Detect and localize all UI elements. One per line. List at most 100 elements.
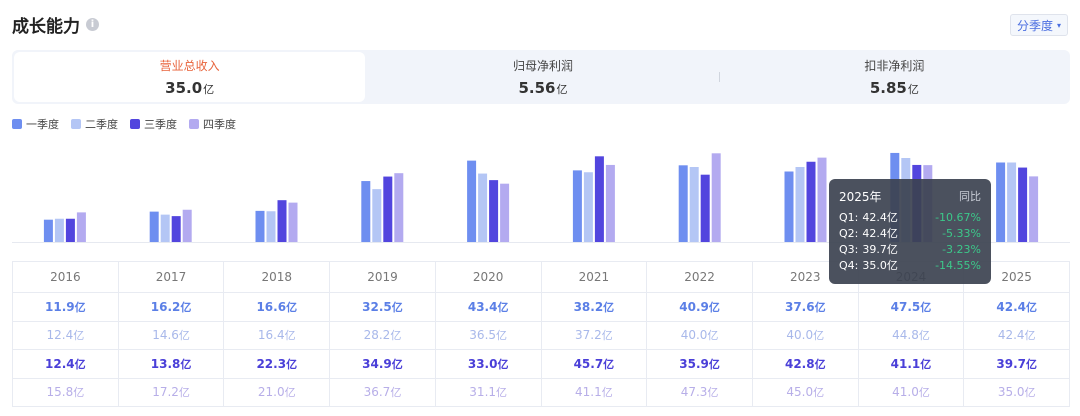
- legend-q3[interactable]: 三季度: [130, 116, 177, 132]
- table-cell: 36.7 亿: [329, 378, 435, 406]
- bar-2020-q1[interactable]: [467, 160, 477, 242]
- table-cell: 42.4 亿: [963, 321, 1069, 349]
- bar-2022-q3[interactable]: [700, 174, 710, 242]
- bar-2021-q2[interactable]: [583, 172, 593, 242]
- bar-2025-q1[interactable]: [996, 162, 1006, 243]
- bar-2016-q3[interactable]: [65, 218, 75, 242]
- bar-2025-q3[interactable]: [1018, 167, 1028, 242]
- bar-2020-q4[interactable]: [500, 183, 510, 242]
- bar-2021-q3[interactable]: [594, 156, 604, 242]
- bar-2016-q4[interactable]: [76, 212, 86, 242]
- chart-legend: 一季度 二季度 三季度 四季度: [12, 116, 236, 132]
- table-cell: 12.4 亿: [45, 356, 86, 371]
- table-cell: 35.9 亿: [646, 350, 752, 378]
- tab-label: 营业总收入: [159, 59, 220, 73]
- table-cell: 41.1 亿: [857, 350, 964, 378]
- table-cell: 43.4 亿: [434, 293, 541, 321]
- bar-2017-q4[interactable]: [182, 209, 192, 242]
- bar-2018-q3[interactable]: [277, 200, 287, 242]
- bar-2020-q3[interactable]: [489, 180, 499, 242]
- legend-q4[interactable]: 四季度: [189, 116, 236, 132]
- legend-swatch: [130, 119, 140, 129]
- table-cell: 45.7 亿: [540, 350, 647, 378]
- tab-value: 5.85亿: [869, 79, 919, 97]
- bar-2023-q1[interactable]: [784, 171, 794, 243]
- table-cell: 47.3 亿: [646, 378, 752, 406]
- bar-2019-q4[interactable]: [394, 173, 404, 242]
- table-cell: 33.0 亿: [434, 350, 541, 378]
- table-cell: 22.3 亿: [223, 350, 329, 378]
- bar-2016-q1[interactable]: [43, 219, 53, 242]
- legend-swatch: [71, 119, 81, 129]
- tab-label: 归母净利润: [512, 59, 573, 73]
- bar-2019-q1[interactable]: [361, 181, 371, 242]
- bar-2021-q1[interactable]: [572, 170, 582, 242]
- bar-2017-q3[interactable]: [171, 216, 181, 242]
- table-cell: 12.4 亿: [46, 328, 85, 343]
- table-year-cell: 2020: [434, 262, 541, 292]
- table-cell: 41.0 亿: [857, 378, 964, 406]
- table-cell: 14.6 亿: [117, 321, 224, 349]
- table-cell: 36.5 亿: [434, 321, 541, 349]
- bar-2016-q2[interactable]: [54, 218, 64, 242]
- bar-2020-q2[interactable]: [478, 173, 488, 242]
- bar-2018-q1[interactable]: [255, 210, 265, 242]
- table-cell: 31.1 亿: [434, 378, 541, 406]
- table-cell: 16.4 亿: [223, 321, 329, 349]
- table-cell: 39.7 亿: [963, 350, 1069, 378]
- bar-2025-q2[interactable]: [1007, 162, 1017, 243]
- bar-2017-q1[interactable]: [149, 211, 159, 242]
- table-year-cell: 2022: [646, 262, 752, 292]
- bar-2022-q2[interactable]: [689, 167, 699, 242]
- table-cell: 40.0 亿: [751, 321, 858, 349]
- tab-revenue[interactable]: 营业总收入 35.0亿: [14, 52, 366, 102]
- legend-swatch: [12, 119, 22, 129]
- tab-value: 5.56亿: [518, 79, 568, 97]
- bar-2021-q4[interactable]: [605, 164, 615, 242]
- table-cell: 41.1 亿: [540, 378, 647, 406]
- section-title: 成长能力 i: [12, 12, 99, 37]
- table-cell: 44.8 亿: [857, 321, 964, 349]
- legend-q1[interactable]: 一季度: [12, 116, 59, 132]
- tooltip-row: Q3: 39.7亿 -3.23%: [839, 243, 981, 256]
- table-cell: 34.9 亿: [329, 350, 435, 378]
- bar-2019-q3[interactable]: [383, 176, 393, 242]
- info-icon[interactable]: i: [86, 18, 99, 31]
- bar-2019-q2[interactable]: [372, 189, 382, 242]
- table-row: 12.4 亿 14.6 亿 16.4 亿 28.2 亿 36.5 亿 37.2 亿 40.0 亿 40.0 亿…: [13, 320, 1069, 349]
- table-cell: 35.0 亿: [963, 378, 1069, 406]
- table-year-cell: 2019: [329, 262, 435, 292]
- table-year-cell: 2016: [50, 270, 81, 284]
- period-select[interactable]: 分季度 ▾: [1009, 14, 1068, 36]
- table-cell: 37.2 亿: [540, 321, 647, 349]
- table-year-cell: 2017: [117, 262, 224, 292]
- table-row: 12.4 亿 13.8 亿 22.3 亿 34.9 亿 33.0 亿 45.7 亿 35.9 亿 42.8 亿…: [13, 349, 1069, 378]
- table-cell: 40.9 亿: [646, 293, 752, 321]
- table-cell: 38.2 亿: [540, 293, 647, 321]
- bar-2018-q2[interactable]: [266, 211, 276, 242]
- chart-tooltip: 2025年 同比 Q1: 42.4亿 -10.67% Q2: 42.4亿 -5.33% Q3…: [829, 179, 991, 284]
- tab-divider: [718, 72, 720, 82]
- table-year-cell: 2023: [751, 262, 858, 292]
- tab-net-profit[interactable]: 归母净利润 5.56亿: [367, 50, 718, 104]
- table-cell: 16.2 亿: [117, 293, 224, 321]
- table-cell: 28.2 亿: [329, 321, 435, 349]
- bar-2023-q2[interactable]: [795, 167, 805, 242]
- legend-q2[interactable]: 二季度: [71, 116, 118, 132]
- bar-2023-q4[interactable]: [817, 157, 827, 242]
- bar-2025-q4[interactable]: [1029, 176, 1039, 242]
- tooltip-row: Q4: 35.0亿 -14.55%: [839, 259, 981, 272]
- bar-2023-q3[interactable]: [806, 161, 816, 242]
- tab-label: 扣非净利润: [864, 59, 925, 73]
- bar-2022-q4[interactable]: [711, 153, 721, 242]
- tab-deducted-net-profit[interactable]: 扣非净利润 5.85亿: [718, 50, 1070, 104]
- bar-2022-q1[interactable]: [678, 165, 688, 242]
- legend-swatch: [189, 119, 199, 129]
- tooltip-yoy-label: 同比: [959, 190, 981, 203]
- tab-value: 35.0亿: [165, 79, 215, 97]
- bar-2018-q4[interactable]: [288, 202, 298, 242]
- bar-2017-q2[interactable]: [160, 214, 170, 242]
- table-row: 11.9 亿 16.2 亿 16.6 亿 32.5 亿 43.4 亿 38.2 亿 40.9 亿 37.6 亿…: [13, 292, 1069, 321]
- table-cell: 15.8 亿: [46, 385, 85, 400]
- tooltip-row: Q1: 42.4亿 -10.67%: [839, 211, 981, 224]
